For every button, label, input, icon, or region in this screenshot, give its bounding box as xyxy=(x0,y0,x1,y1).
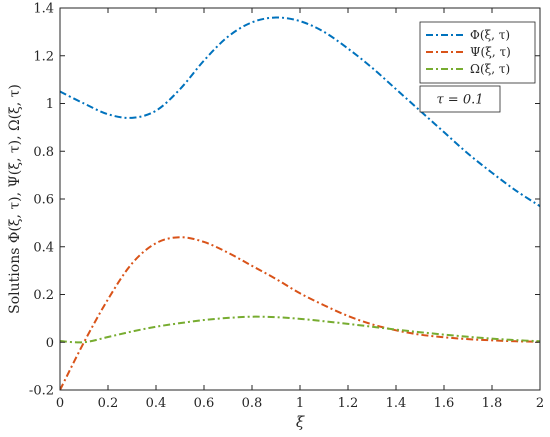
annotation-text: τ = 0.1 xyxy=(436,93,483,108)
x-tick-label: 0 xyxy=(56,396,64,411)
legend: Φ(ξ, τ) Ψ(ξ, τ) Ω(ξ, τ) xyxy=(419,21,536,84)
legend-entry-3: Ω(ξ, τ) xyxy=(470,62,510,76)
x-tick-label: 2 xyxy=(536,396,544,411)
x-tick-label: 0.4 xyxy=(146,396,167,411)
annotation-box: τ = 0.1 xyxy=(419,85,501,113)
axes-layer: 0 0.2 0.4 0.6 0.8 1 1.2 1.4 1.6 1.8 2-0.200.20.40.… xyxy=(29,2,544,412)
y-tick-label: 1 xyxy=(46,97,54,112)
series-line-2 xyxy=(60,236,540,390)
legend-box xyxy=(419,21,536,84)
x-tick-label: 1.6 xyxy=(434,396,455,411)
y-tick-label: -0.2 xyxy=(29,384,54,399)
x-tick-label: 1.4 xyxy=(386,396,407,411)
annotation-frame xyxy=(419,85,501,113)
x-tick-label: 0.6 xyxy=(194,396,215,411)
y-tick-label: 0 xyxy=(46,336,54,351)
y-tick-label: 1.2 xyxy=(33,49,54,64)
x-tick-label: 0.2 xyxy=(98,396,119,411)
x-axis-label: ξ xyxy=(296,413,305,431)
legend-entry-2: Ψ(ξ, τ) xyxy=(470,45,511,59)
x-tick-label: 1 xyxy=(296,396,304,411)
series-line-3 xyxy=(60,315,540,344)
x-tick-label: 0.8 xyxy=(242,396,263,411)
y-tick-label: 0.8 xyxy=(33,145,54,160)
y-tick-label: 0.6 xyxy=(33,193,54,208)
x-tick-label: 1.8 xyxy=(482,396,503,411)
y-tick-label: 0.2 xyxy=(33,288,54,303)
legend-entry-1: Φ(ξ, τ) xyxy=(470,28,510,42)
y-tick-label: 0.4 xyxy=(33,240,54,255)
series-layer xyxy=(60,16,540,390)
y-tick-label: 1.4 xyxy=(33,2,54,17)
x-tick-label: 1.2 xyxy=(338,396,359,411)
y-axis-label: Solutions Φ(ξ, τ), Ψ(ξ, τ), Ω(ξ, τ) xyxy=(7,84,23,314)
